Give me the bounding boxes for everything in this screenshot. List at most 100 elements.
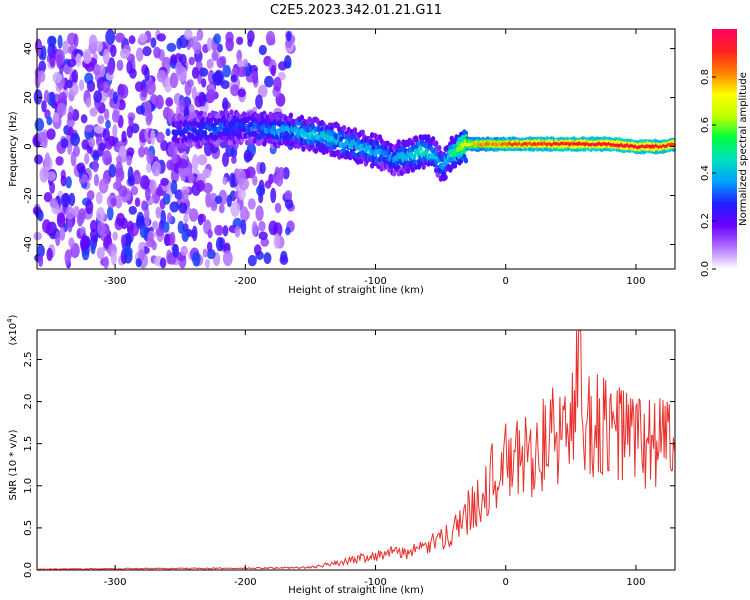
- spectrogram-signal-cell: [249, 126, 255, 133]
- spectrogram-noise-cell: [92, 150, 100, 162]
- y-tick-label: 2.0: [23, 394, 34, 410]
- spectrogram-signal-cell: [301, 145, 306, 152]
- spectrogram-noise-cell: [197, 154, 208, 166]
- spectrogram-noise-cell: [162, 193, 171, 205]
- spectrogram-signal-cell: [404, 155, 409, 162]
- spectrogram-noise-cell: [88, 34, 98, 50]
- spectrogram-noise-cell: [103, 108, 110, 121]
- spectrogram-noise-cell: [89, 107, 98, 117]
- spectrogram-noise-cell: [273, 233, 281, 249]
- spectrogram-noise-cell: [103, 256, 110, 269]
- spectrogram-noise-cell: [263, 252, 272, 265]
- spectrogram-noise-cell: [66, 79, 73, 89]
- spectrogram-noise-cell: [108, 164, 117, 178]
- spectrogram-noise-cell: [128, 116, 134, 128]
- spectrogram-signal-cell: [396, 139, 401, 146]
- spectrogram-noise-cell: [206, 58, 214, 69]
- colorbar-tick-label: 0.2: [700, 213, 711, 229]
- spectrogram-noise-cell: [269, 37, 276, 46]
- spectrogram-noise-cell: [66, 58, 77, 68]
- spectrogram-noise-cell: [118, 84, 129, 99]
- spectrogram-noise-cell: [64, 250, 71, 266]
- spectrogram-noise-cell: [55, 156, 64, 165]
- spectrogram-noise-cell: [206, 248, 216, 260]
- y-tick-label: 20: [23, 91, 34, 104]
- spectrogram-noise-cell: [222, 225, 229, 237]
- spectrogram-noise-cell: [119, 145, 127, 158]
- spectrogram-noise-cell: [33, 231, 42, 241]
- spectrogram-noise-cell: [180, 170, 187, 182]
- spectrogram-noise-cell: [180, 245, 188, 256]
- spectrogram-noise-cell: [206, 37, 213, 52]
- spectrogram-noise-cell: [128, 35, 136, 45]
- spectrogram-noise-cell: [177, 220, 185, 234]
- spectrogram-noise-cell: [134, 197, 141, 207]
- spectrogram-noise-cell: [255, 94, 263, 110]
- spectrogram-noise-cell: [139, 226, 149, 239]
- spectrogram-noise-cell: [184, 80, 192, 96]
- figure-title: C2E5.2023.342.01.21.G11: [270, 3, 442, 18]
- spectrogram-noise-cell: [42, 219, 52, 234]
- x-tick-label: -200: [234, 276, 257, 287]
- multiplier-exponent: 4: [6, 318, 14, 323]
- spectrogram-noise-cell: [135, 47, 144, 62]
- x-tick-label: 100: [626, 276, 645, 287]
- spectrogram-signal-cell: [338, 136, 344, 143]
- spectrogram-noise-cell: [76, 162, 86, 174]
- spectrogram-noise-cell: [112, 91, 118, 105]
- spectrogram-noise-cell: [98, 178, 109, 194]
- spectrogram-noise-cell: [169, 201, 179, 213]
- spectrogram-noise-cell: [222, 97, 229, 111]
- colorbar-tick-label: 0.4: [700, 165, 711, 181]
- spectrogram-signal-cell: [418, 134, 423, 141]
- spectrogram-noise-cell: [120, 234, 126, 246]
- spectrogram-signal-cell: [388, 162, 394, 169]
- spectrogram-noise-cell: [141, 88, 148, 98]
- spectrogram-noise-cell: [52, 112, 60, 123]
- spectrogram-noise-cell: [225, 31, 234, 43]
- spectrogram-signal-cell: [202, 130, 208, 137]
- spectrogram-noise-cell: [241, 210, 247, 221]
- spectrogram-noise-cell: [85, 199, 94, 215]
- spectrogram-noise-cell: [278, 61, 287, 71]
- spectrogram-noise-cell: [86, 190, 95, 201]
- spectrogram-y-label: Frequency (Hz): [8, 111, 19, 187]
- spectrogram-noise-cell: [44, 152, 51, 168]
- spectrogram-signal-cell: [277, 111, 283, 118]
- spectrogram-signal-cell: [232, 115, 237, 122]
- multiplier-base: (x10: [8, 323, 19, 346]
- spectrogram-noise-cell: [216, 56, 226, 69]
- spectrogram-noise-cell: [170, 53, 178, 65]
- spectrogram-noise-cell: [187, 170, 193, 182]
- spectrogram-noise-cell: [192, 251, 201, 267]
- spectrogram-noise-cell: [142, 46, 152, 57]
- spectrogram-noise-cell: [210, 200, 218, 212]
- x-tick-label: 0: [503, 577, 509, 588]
- spectrogram-noise-cell: [222, 64, 231, 78]
- spectrogram-noise-cell: [201, 168, 212, 179]
- snr-y-label: SNR (10 * v/v): [8, 429, 19, 500]
- spectrogram-signal-cell: [341, 124, 347, 131]
- spectrogram-noise-cell: [59, 226, 66, 241]
- spectrogram-noise-cell: [231, 155, 237, 164]
- spectrogram-cells: [32, 29, 676, 269]
- spectrogram-noise-cell: [144, 66, 150, 82]
- spectrogram-noise-cell: [195, 179, 205, 192]
- spectrogram-noise-cell: [130, 186, 139, 196]
- spectrogram-noise-cell: [207, 229, 213, 239]
- spectrogram-noise-cell: [37, 254, 44, 267]
- spectrogram-noise-cell: [166, 212, 173, 225]
- spectrogram-noise-cell: [135, 257, 142, 268]
- x-tick-label: -100: [364, 577, 387, 588]
- spectrogram-noise-cell: [237, 187, 246, 201]
- spectrogram-signal-cell: [421, 163, 426, 170]
- spectrogram-noise-cell: [258, 231, 268, 240]
- spectrogram-noise-cell: [85, 97, 92, 108]
- spectrogram-noise-cell: [222, 152, 230, 167]
- spectrogram-noise-cell: [55, 230, 61, 247]
- spectrogram-noise-cell: [106, 205, 114, 221]
- spectrogram-noise-cell: [118, 185, 128, 197]
- spectrogram-noise-cell: [39, 166, 49, 183]
- spectrogram-noise-cell: [268, 220, 278, 236]
